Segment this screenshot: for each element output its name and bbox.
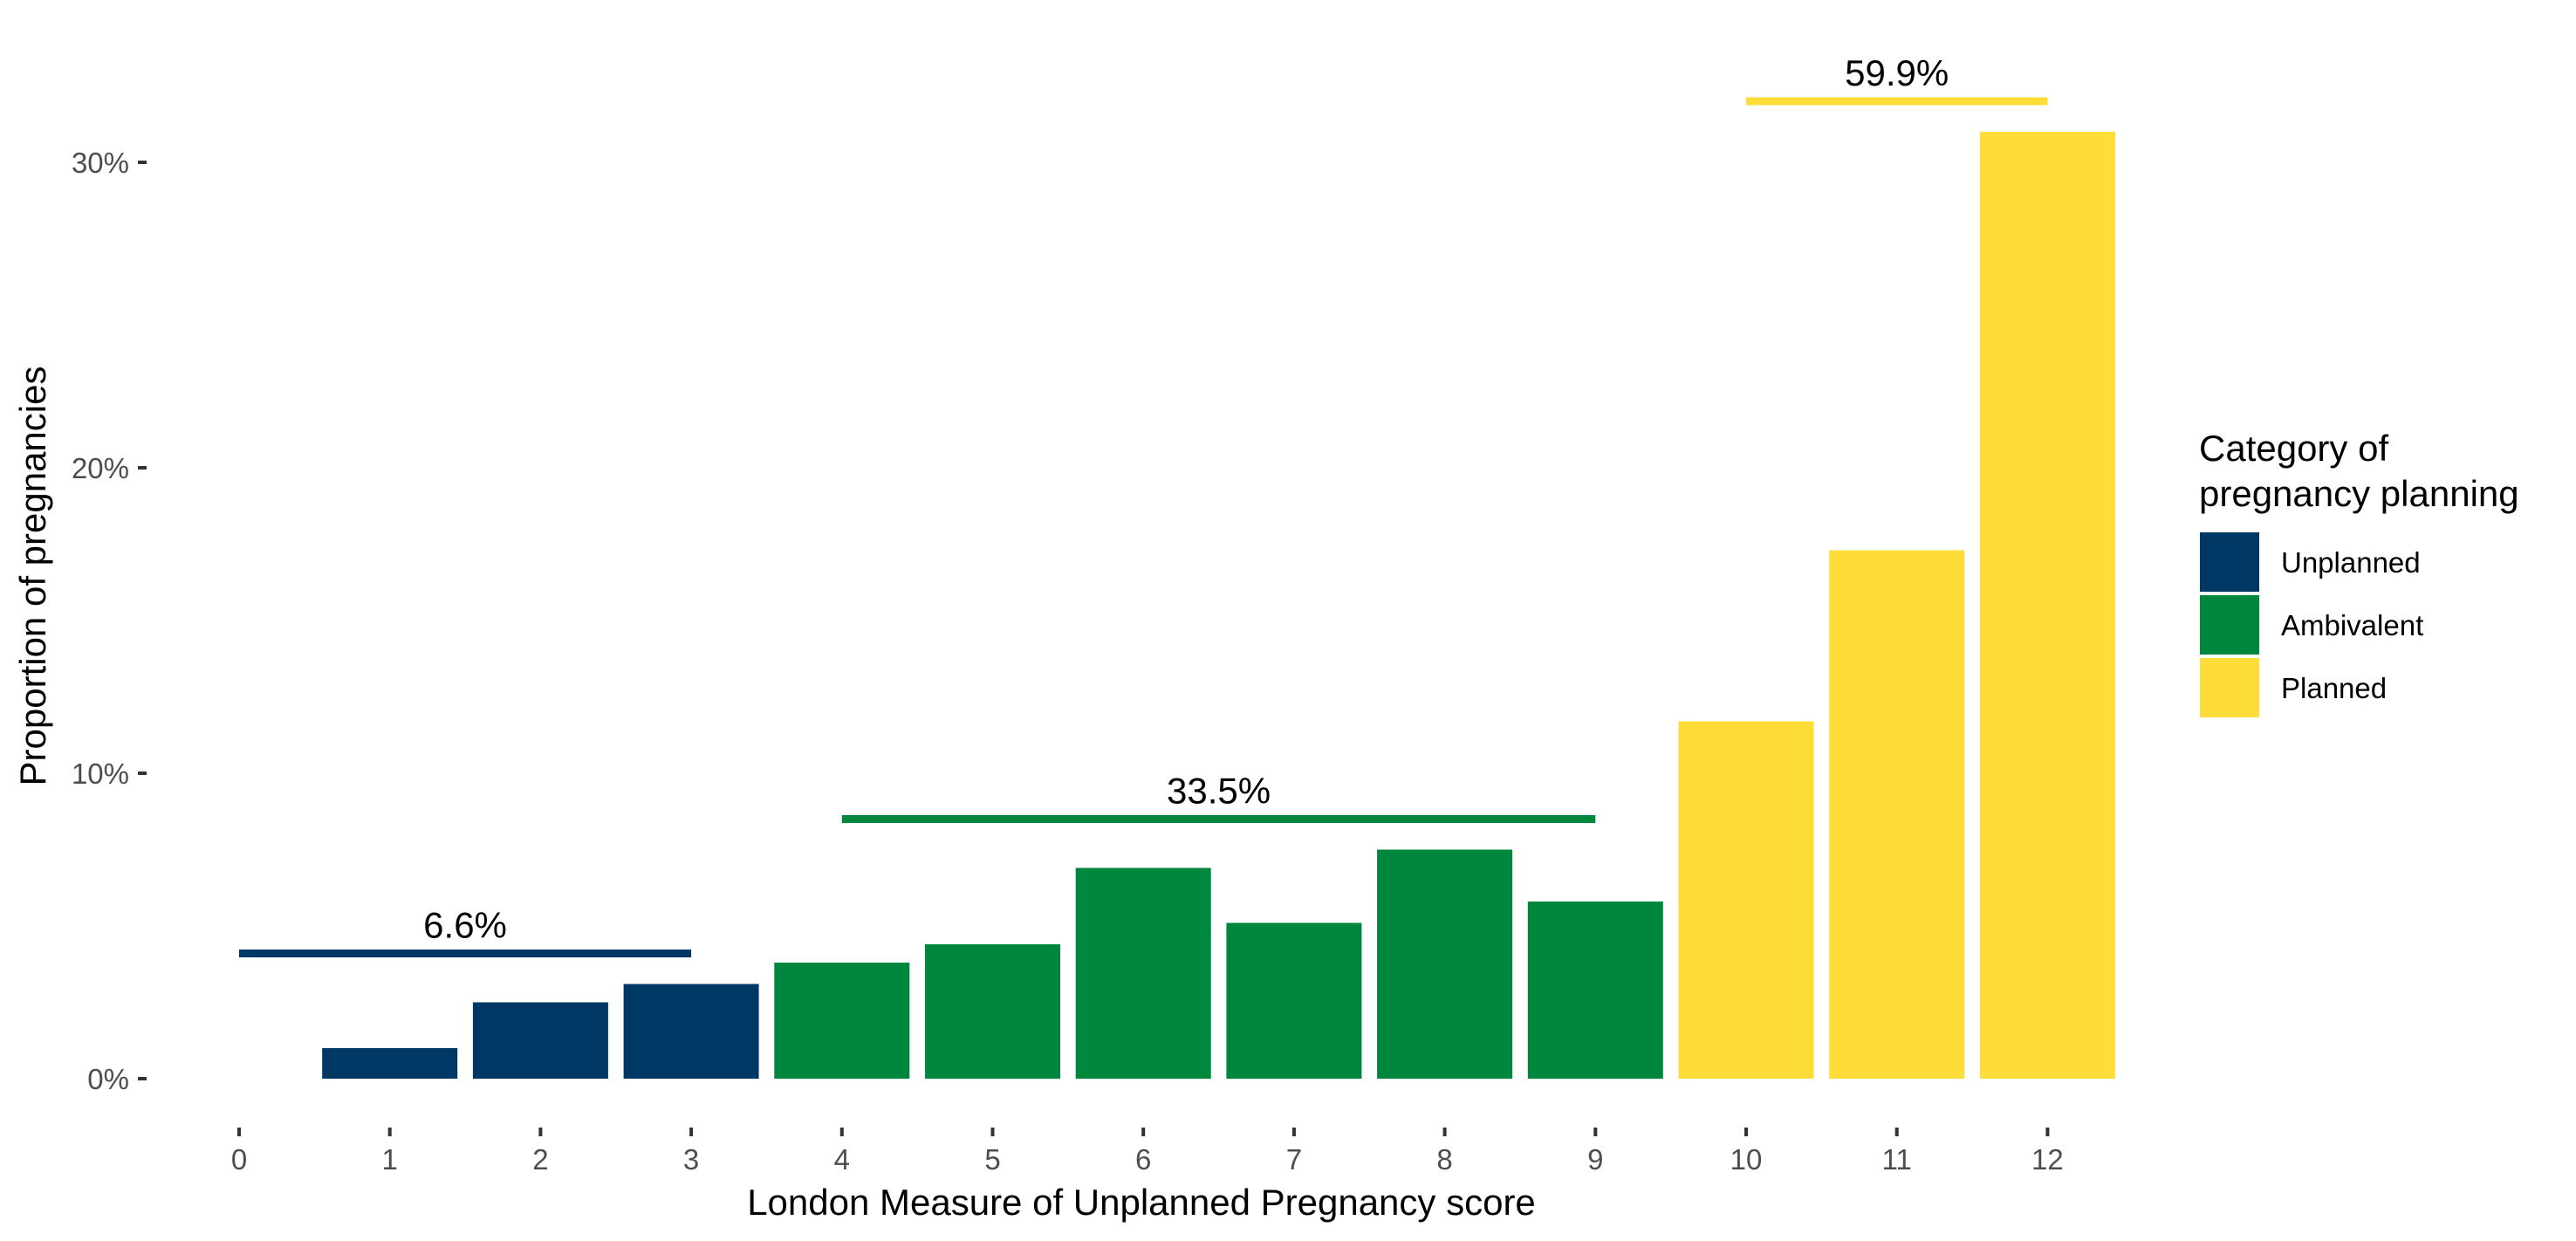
- x-tick-label: 1: [382, 1143, 398, 1176]
- bar-score-9: [1527, 902, 1663, 1079]
- legend-label-ambivalent: Ambivalent: [2281, 609, 2423, 641]
- legend: Category of pregnancy planning Unplanned…: [2199, 428, 2519, 717]
- x-tick-label: 12: [2031, 1143, 2064, 1176]
- bar-score-8: [1377, 849, 1513, 1079]
- y-axis: 0% 10% 20% 30%: [72, 147, 147, 1095]
- legend-swatch-ambivalent: [2200, 595, 2259, 655]
- group-label-ambivalent: 33.5%: [1167, 771, 1271, 812]
- x-tick-label: 9: [1587, 1143, 1603, 1176]
- y-tick-label: 20%: [72, 452, 129, 484]
- x-tick-label: 4: [834, 1143, 850, 1176]
- group-annotations: 6.6% 33.5% 59.9%: [239, 52, 2048, 957]
- bar-score-6: [1075, 867, 1211, 1079]
- legend-label-planned: Planned: [2281, 672, 2387, 704]
- y-tick-label: 0%: [87, 1063, 129, 1095]
- x-tick-label: 7: [1286, 1143, 1302, 1176]
- bar-score-3: [623, 984, 759, 1079]
- group-label-unplanned: 6.6%: [423, 905, 507, 946]
- x-tick-label: 0: [231, 1143, 247, 1176]
- bar-score-5: [925, 944, 1060, 1079]
- bar-score-1: [322, 1048, 458, 1079]
- bar-score-12: [1979, 132, 2115, 1079]
- x-tick-label: 11: [1882, 1143, 1912, 1176]
- legend-swatch-unplanned: [2200, 532, 2259, 592]
- x-tick-label: 10: [1730, 1143, 1763, 1176]
- bar-score-10: [1678, 721, 1814, 1079]
- legend-title-line-1: Category of: [2199, 428, 2388, 469]
- bars: [322, 132, 2115, 1079]
- group-label-planned: 59.9%: [1845, 52, 1949, 93]
- y-tick-label: 10%: [72, 758, 129, 790]
- x-tick-label: 5: [984, 1143, 1000, 1176]
- legend-entries: Unplanned Ambivalent Planned: [2200, 532, 2423, 717]
- x-tick-label: 3: [683, 1143, 699, 1176]
- x-axis-title: London Measure of Unplanned Pregnancy sc…: [747, 1182, 1536, 1223]
- legend-label-unplanned: Unplanned: [2281, 546, 2421, 579]
- x-tick-label: 6: [1135, 1143, 1151, 1176]
- x-tick-label: 2: [532, 1143, 548, 1176]
- bar-score-7: [1226, 922, 1362, 1079]
- y-axis-title: Proportion of pregnancies: [12, 367, 53, 786]
- x-axis: 0 1 2 3 4 5 6 7 8 9 10 11 12: [231, 1128, 2064, 1176]
- bar-score-2: [472, 1002, 608, 1079]
- x-tick-label: 8: [1436, 1143, 1452, 1176]
- bar-score-11: [1829, 550, 1965, 1079]
- y-tick-label: 30%: [72, 147, 129, 179]
- bar-score-4: [774, 963, 910, 1079]
- legend-swatch-planned: [2200, 658, 2259, 717]
- legend-title-line-2: pregnancy planning: [2199, 473, 2519, 514]
